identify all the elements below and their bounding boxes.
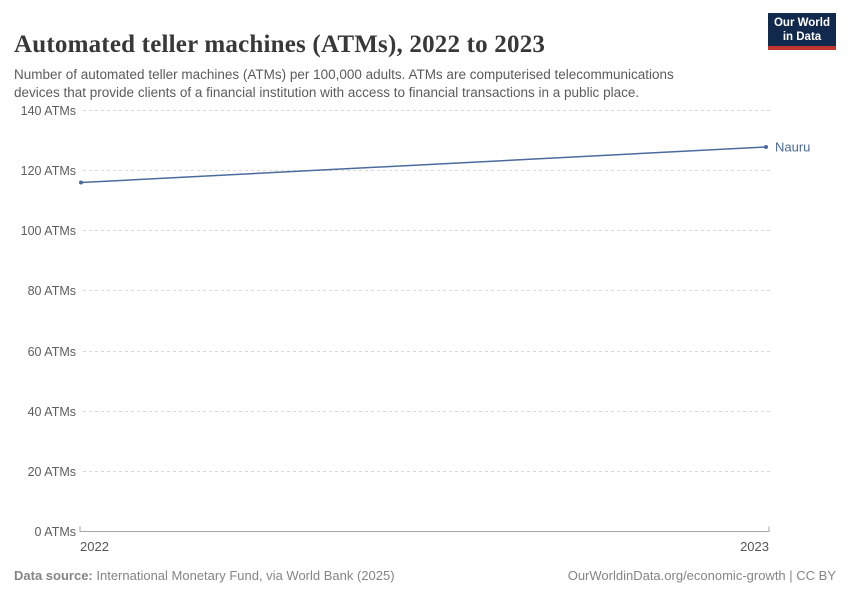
data-source-text: International Monetary Fund, via World B… (92, 568, 395, 583)
y-tick-label-60: 60 ATMs (28, 345, 76, 359)
owid-logo[interactable]: Our World in Data (768, 13, 836, 50)
y-tick-label-20: 20 ATMs (28, 465, 76, 479)
page-title: Automated teller machines (ATMs), 2022 t… (14, 30, 546, 58)
owid-logo-line1: Our World (773, 17, 830, 29)
y-tick-label-100: 100 ATMs (21, 224, 76, 238)
owid-credit-link[interactable]: OurWorldinData.org/economic-growth | CC … (567, 568, 836, 583)
series-start-point-nauru (79, 180, 83, 185)
x-tick-label-2022: 2022 (80, 539, 109, 554)
y-tick-label-0: 0 ATMs (35, 525, 76, 539)
y-tick-label-80: 80 ATMs (28, 284, 76, 298)
series-label-nauru: Nauru (775, 139, 810, 154)
y-tick-label-140: 140 ATMs (21, 104, 76, 118)
chart-footer: Data source: International Monetary Fund… (14, 568, 836, 583)
series-end-point-nauru (764, 144, 768, 149)
x-tick-label-2023: 2023 (740, 539, 769, 554)
y-tick-label-40: 40 ATMs (28, 405, 76, 419)
series-line-nauru (80, 146, 767, 184)
data-source-note: Data source: International Monetary Fund… (14, 568, 395, 583)
y-tick-label-120: 120 ATMs (21, 164, 76, 178)
x-axis-line (79, 526, 770, 532)
chart-subtitle: Number of automated teller machines (ATM… (14, 66, 674, 100)
owid-logo-line2: in Data (782, 31, 822, 43)
data-source-label: Data source: (14, 568, 93, 583)
